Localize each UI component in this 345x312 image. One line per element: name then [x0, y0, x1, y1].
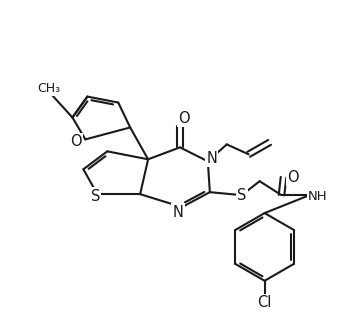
Text: O: O	[71, 134, 82, 149]
Text: NH: NH	[307, 190, 327, 203]
Text: O: O	[178, 111, 190, 126]
Text: S: S	[91, 189, 100, 204]
Text: CH₃: CH₃	[37, 82, 60, 95]
Text: N: N	[172, 205, 184, 220]
Text: S: S	[237, 188, 246, 203]
Text: N: N	[206, 151, 217, 166]
Text: O: O	[287, 170, 298, 185]
Text: Cl: Cl	[257, 295, 272, 310]
